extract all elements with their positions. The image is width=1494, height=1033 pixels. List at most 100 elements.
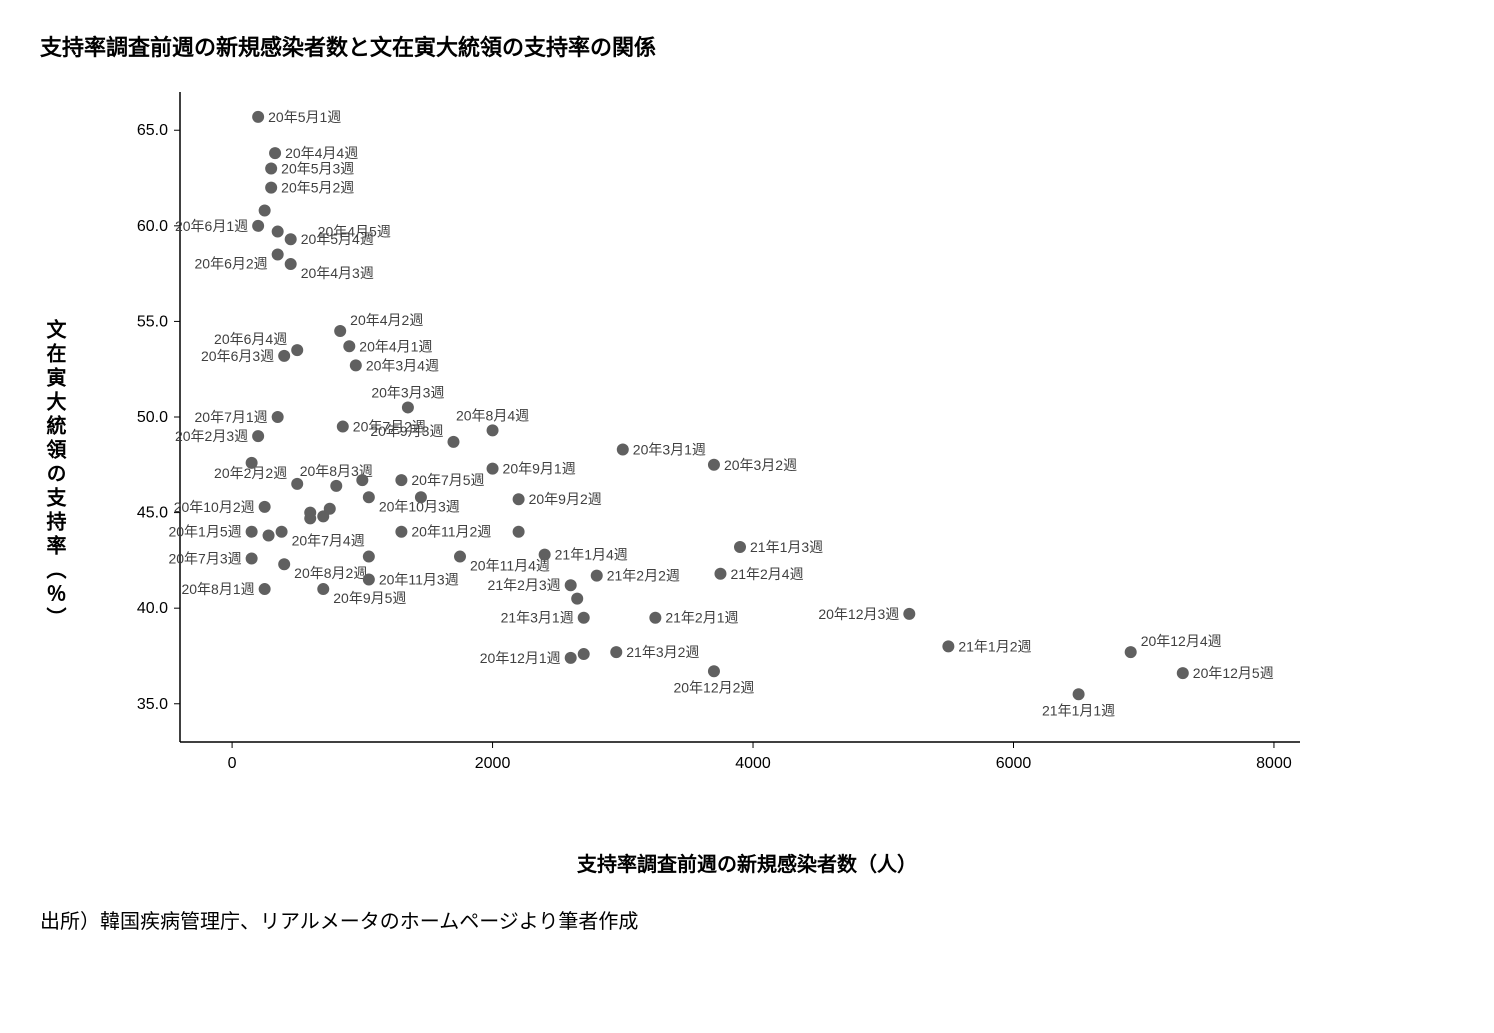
point-label: 21年2月1週 <box>665 610 738 626</box>
point-label: 20年11月4週 <box>470 558 550 574</box>
point-label: 20年7月5週 <box>411 472 484 488</box>
scatter-point <box>395 474 407 486</box>
point-label: 20年3月4週 <box>366 357 439 373</box>
svg-text:35.0: 35.0 <box>137 696 168 713</box>
scatter-point <box>903 608 915 620</box>
svg-text:60.0: 60.0 <box>137 218 168 235</box>
point-label: 20年7月4週 <box>292 533 365 549</box>
scatter-point <box>571 593 583 605</box>
scatter-point <box>578 612 590 624</box>
point-label: 20年3月3週 <box>371 384 444 400</box>
y-axis-label: 文在寅大統領の支持率（％） <box>40 319 69 631</box>
scatter-point <box>487 424 499 436</box>
scatter-point <box>330 480 342 492</box>
scatter-point <box>252 111 264 123</box>
scatter-chart: 35.040.045.050.055.060.065.0020004000600… <box>40 72 1340 832</box>
scatter-point <box>337 421 349 433</box>
x-axis-label: 支持率調査前週の新規感染者数（人） <box>40 848 1454 877</box>
scatter-point <box>272 226 284 238</box>
scatter-point <box>708 665 720 677</box>
point-label: 20年4月4週 <box>285 145 358 161</box>
point-label: 20年9月5週 <box>333 590 406 606</box>
scatter-point <box>578 648 590 660</box>
scatter-point <box>291 478 303 490</box>
scatter-point <box>617 444 629 456</box>
scatter-point <box>610 646 622 658</box>
scatter-point <box>265 182 277 194</box>
scatter-point <box>334 325 346 337</box>
point-label: 21年1月4週 <box>555 547 628 563</box>
scatter-point <box>304 512 316 524</box>
point-label: 20年10月2週 <box>174 499 255 515</box>
scatter-point <box>734 541 746 553</box>
scatter-point <box>454 551 466 563</box>
point-label: 20年3月1週 <box>633 442 706 458</box>
point-label: 20年9月3週 <box>370 423 443 439</box>
point-label: 20年8月4週 <box>456 407 529 423</box>
point-label: 20年7月3週 <box>168 550 241 566</box>
scatter-point <box>513 526 525 538</box>
point-label: 20年6月2週 <box>195 256 268 272</box>
svg-text:50.0: 50.0 <box>137 409 168 426</box>
point-label: 20年12月1週 <box>480 650 561 666</box>
svg-text:45.0: 45.0 <box>137 505 168 522</box>
scatter-point <box>265 162 277 174</box>
svg-text:4000: 4000 <box>735 755 771 772</box>
point-label: 20年5月4週 <box>301 231 374 247</box>
scatter-point <box>285 233 297 245</box>
scatter-point <box>272 411 284 423</box>
point-label: 20年7月1週 <box>195 409 268 425</box>
scatter-point <box>246 552 258 564</box>
point-label: 20年12月3週 <box>818 606 899 622</box>
point-label: 20年2月3週 <box>175 428 248 444</box>
scatter-point <box>259 205 271 217</box>
source-note: 出所）韓国疾病管理庁、リアルメータのホームページより筆者作成 <box>40 905 1454 934</box>
scatter-point <box>291 344 303 356</box>
scatter-point <box>714 568 726 580</box>
scatter-point <box>259 501 271 513</box>
point-label: 21年1月1週 <box>1042 702 1115 718</box>
point-label: 20年11月2週 <box>411 524 491 540</box>
scatter-point <box>259 583 271 595</box>
svg-text:0: 0 <box>228 755 237 772</box>
point-label: 20年12月4週 <box>1141 633 1222 649</box>
svg-text:40.0: 40.0 <box>137 600 168 617</box>
point-label: 21年2月4週 <box>730 566 803 582</box>
point-label: 20年11月3週 <box>379 572 459 588</box>
scatter-point <box>269 147 281 159</box>
point-label: 20年6月3週 <box>201 348 274 364</box>
point-label: 20年9月1週 <box>503 461 576 477</box>
scatter-point <box>278 558 290 570</box>
scatter-point <box>395 526 407 538</box>
scatter-point <box>324 503 336 515</box>
scatter-point <box>565 579 577 591</box>
point-label: 20年5月2週 <box>281 180 354 196</box>
scatter-point <box>487 463 499 475</box>
scatter-point <box>350 359 362 371</box>
chart-title: 支持率調査前週の新規感染者数と文在寅大統領の支持率の関係 <box>40 30 1454 62</box>
scatter-point <box>565 652 577 664</box>
point-label: 20年5月1週 <box>268 109 341 125</box>
point-label: 20年8月2週 <box>294 565 367 581</box>
point-label: 20年12月2週 <box>673 679 754 695</box>
scatter-point <box>272 249 284 261</box>
point-label: 21年3月1週 <box>501 610 574 626</box>
svg-text:65.0: 65.0 <box>137 122 168 139</box>
scatter-point <box>363 551 375 563</box>
svg-text:6000: 6000 <box>996 755 1032 772</box>
scatter-point <box>708 459 720 471</box>
point-label: 21年1月3週 <box>750 539 823 555</box>
point-label: 20年5月3週 <box>281 160 354 176</box>
scatter-point <box>1177 667 1189 679</box>
scatter-point <box>363 491 375 503</box>
scatter-point <box>263 530 275 542</box>
scatter-point <box>252 220 264 232</box>
scatter-point <box>591 570 603 582</box>
point-label: 21年1月2週 <box>958 638 1031 654</box>
scatter-point <box>363 574 375 586</box>
point-label: 20年12月5週 <box>1193 665 1274 681</box>
scatter-point <box>1125 646 1137 658</box>
point-label: 21年2月2週 <box>607 568 680 584</box>
scatter-point <box>285 258 297 270</box>
chart-container: 文在寅大統領の支持率（％） 35.040.045.050.055.060.065… <box>40 72 1454 877</box>
